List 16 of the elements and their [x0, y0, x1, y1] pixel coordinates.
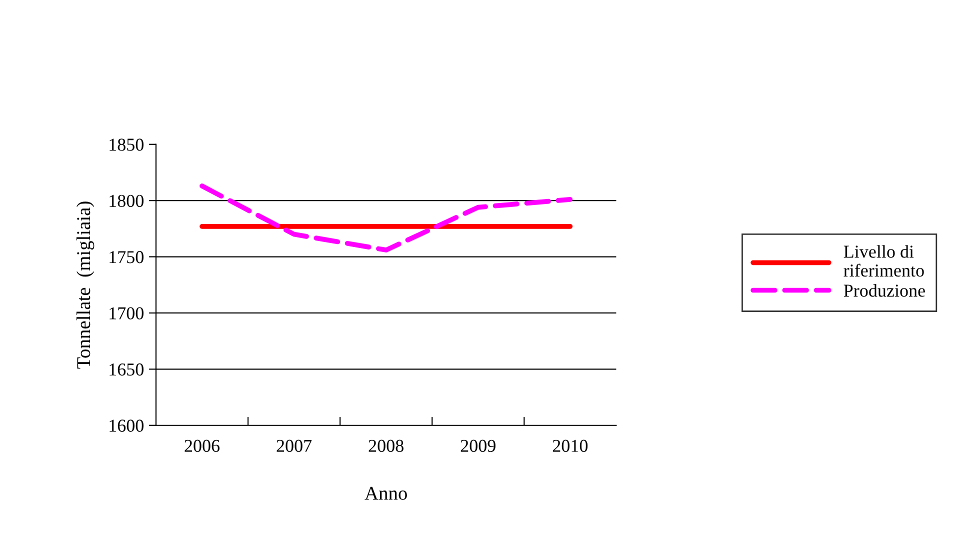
- y-tick-label: 1750: [110, 251, 144, 264]
- y-tick-label: 1700: [110, 307, 144, 320]
- y-tick-label: 1800: [110, 194, 144, 208]
- y-tick-label: 1850: [110, 138, 144, 151]
- legend-label: Produzione: [844, 284, 925, 297]
- y-tick-label: 1600: [110, 420, 144, 432]
- x-axis-title: Anno: [364, 486, 407, 500]
- x-tick-label: 2008: [368, 440, 404, 452]
- y-tick-label: 1650: [110, 363, 144, 376]
- x-tick-label: 2009: [460, 440, 496, 452]
- x-tick-label: 2010: [552, 440, 588, 452]
- line-series: [200, 184, 573, 252]
- y-axis-title: Tonnellate (migliaia): [76, 202, 94, 369]
- x-tick-label: 2007: [276, 440, 312, 452]
- legend-label: Livello di riferimento: [844, 245, 924, 277]
- x-tick-label: 2006: [184, 440, 220, 452]
